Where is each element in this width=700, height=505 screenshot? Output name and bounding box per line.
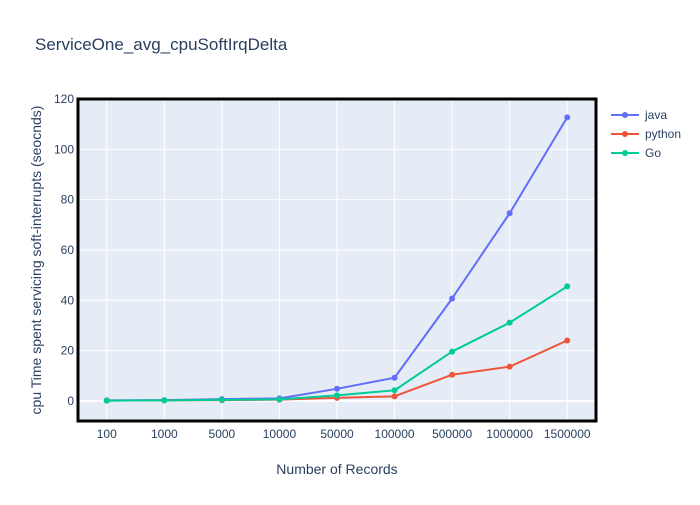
x-tick-label: 1000000 [486, 427, 533, 441]
grid-lines [78, 98, 596, 421]
legend[interactable]: java python Go [611, 108, 681, 160]
y-tick-label: 0 [67, 394, 74, 408]
legend-label: Go [645, 146, 661, 160]
y-tick-label: 20 [61, 344, 75, 358]
data-point[interactable] [564, 283, 571, 290]
tick-labels: 100 1000 5000 10000 50000 100000 500000 1000000… [54, 92, 591, 441]
data-point[interactable] [449, 348, 456, 355]
x-tick-label: 50000 [320, 427, 354, 441]
y-axis-title: cpu Time spent servicing soft-interrupts… [28, 106, 44, 415]
y-tick-label: 120 [54, 92, 74, 106]
legend-item-go[interactable]: Go [611, 146, 661, 160]
data-point[interactable] [103, 397, 110, 404]
x-tick-label: 1000 [151, 427, 178, 441]
series-layer [103, 114, 571, 404]
legend-item-java[interactable]: java [611, 108, 667, 122]
data-point[interactable] [449, 295, 456, 302]
data-point[interactable] [276, 396, 283, 403]
chart-title: ServiceOne_avg_cpuSoftIrqDelta [35, 35, 288, 54]
data-point[interactable] [449, 371, 456, 378]
data-point[interactable] [391, 374, 398, 381]
x-tick-label: 100 [97, 427, 117, 441]
data-point[interactable] [506, 363, 513, 370]
legend-swatch-marker [622, 131, 628, 137]
legend-swatch-marker [622, 150, 628, 156]
x-tick-label: 1500000 [544, 427, 591, 441]
data-point[interactable] [218, 396, 225, 403]
y-tick-label: 40 [61, 293, 75, 307]
legend-swatch-marker [622, 112, 628, 118]
legend-label: python [645, 127, 681, 141]
y-tick-label: 80 [61, 193, 75, 207]
data-point[interactable] [334, 392, 340, 399]
x-tick-label: 500000 [432, 427, 472, 441]
data-point[interactable] [506, 210, 513, 217]
y-tick-label: 100 [54, 142, 74, 156]
data-point[interactable] [506, 319, 513, 326]
data-point[interactable] [334, 385, 340, 392]
x-tick-label: 5000 [209, 427, 236, 441]
legend-item-python[interactable]: python [611, 127, 681, 141]
x-tick-label: 10000 [263, 427, 297, 441]
plot-frame [76, 97, 598, 423]
y-tick-label: 60 [61, 243, 75, 257]
x-axis-title: Number of Records [276, 461, 397, 477]
data-point[interactable] [564, 114, 571, 121]
series-go [103, 283, 571, 404]
data-point[interactable] [391, 393, 398, 400]
data-point[interactable] [391, 387, 398, 394]
data-point[interactable] [161, 397, 168, 404]
x-tick-label: 100000 [375, 427, 415, 441]
legend-label: java [644, 108, 667, 122]
data-point[interactable] [564, 337, 571, 344]
